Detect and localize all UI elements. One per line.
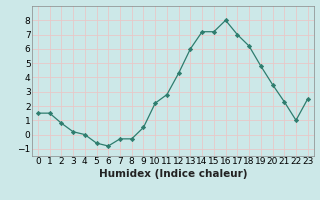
X-axis label: Humidex (Indice chaleur): Humidex (Indice chaleur)	[99, 169, 247, 179]
